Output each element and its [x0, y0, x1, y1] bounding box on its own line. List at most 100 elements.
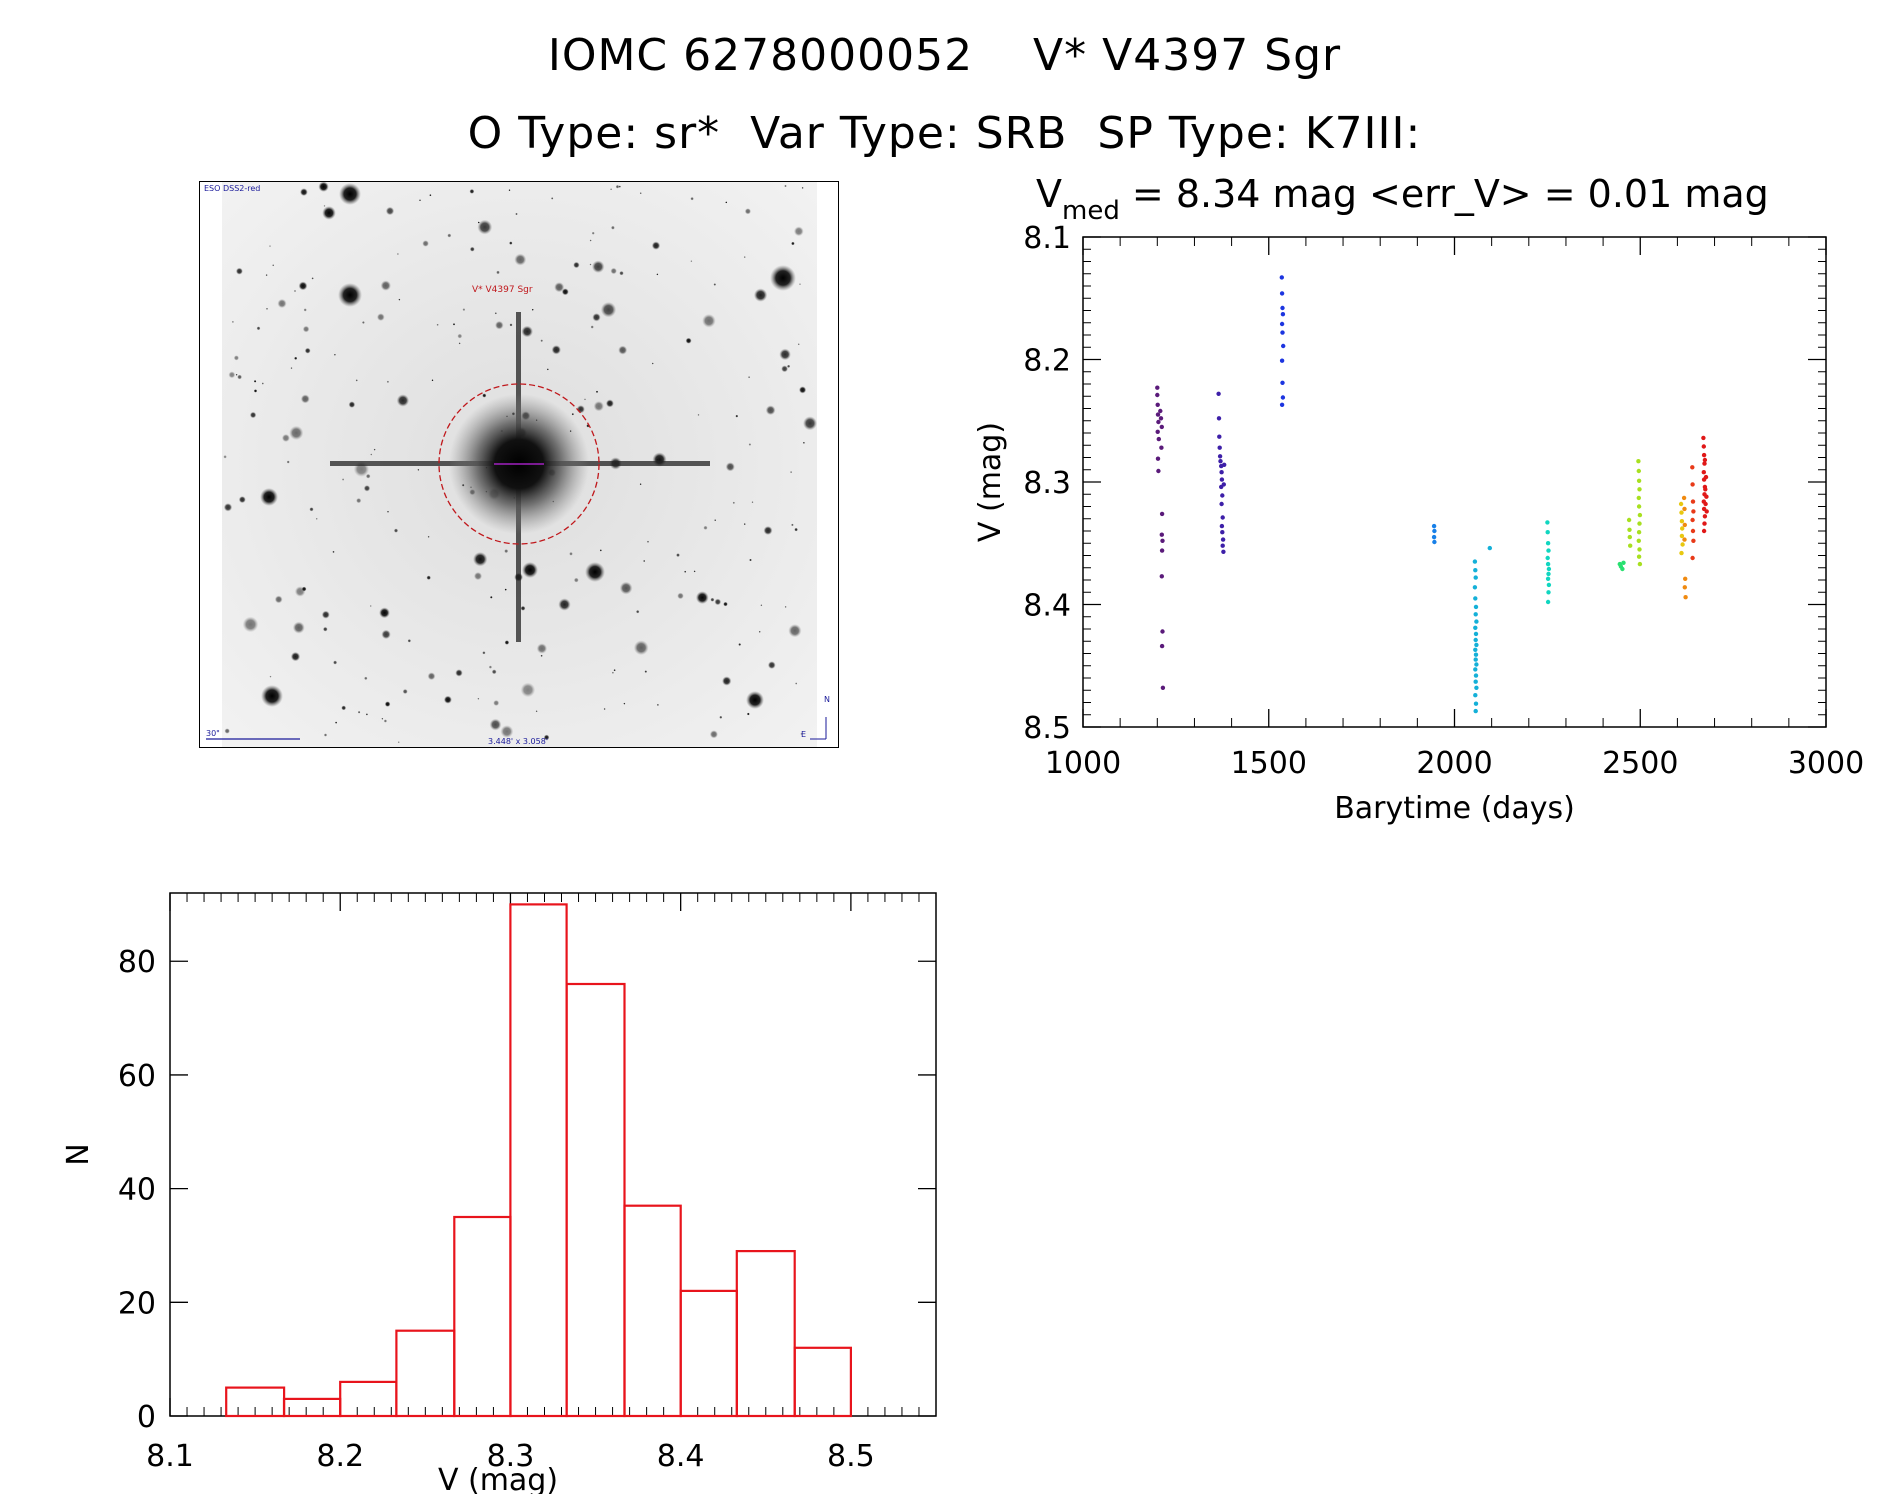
field-star	[697, 413, 700, 416]
field-star	[591, 260, 605, 273]
scale-label: 30"	[206, 729, 220, 738]
fov-label: 3.448' x 3.058'	[488, 737, 548, 746]
lightcurve-point	[1280, 305, 1285, 311]
field-star	[431, 379, 434, 382]
field-star	[364, 676, 368, 680]
field-star	[748, 376, 751, 379]
hist-x-tick-label: 8.1	[146, 1439, 194, 1474]
field-star	[561, 288, 569, 296]
field-star	[515, 212, 518, 216]
field-star	[639, 483, 642, 486]
field-star	[569, 552, 573, 556]
lightcurve-point	[1474, 619, 1479, 624]
lightcurve-point	[1637, 512, 1643, 518]
field-star	[322, 206, 336, 220]
lightcurve-point	[1545, 520, 1550, 525]
lightcurve-point	[1679, 550, 1684, 556]
stats-rest: = 8.34 mag <err_V> = 0.01 mag	[1120, 172, 1769, 216]
field-star	[749, 558, 752, 562]
field-star	[713, 283, 717, 286]
lightcurve-point	[1432, 528, 1437, 534]
field-star	[690, 197, 694, 201]
lightcurve-point	[1473, 673, 1479, 678]
lightcurve-point	[1159, 511, 1165, 517]
field-star	[636, 610, 640, 614]
lightcurve-point	[1701, 477, 1707, 482]
field-star	[495, 320, 504, 330]
field-star	[600, 302, 617, 318]
field-star	[318, 182, 329, 192]
field-star	[333, 660, 338, 665]
lightcurve-point	[1472, 559, 1478, 564]
lightcurve-point	[1628, 543, 1633, 548]
stats-prefix: V	[1036, 172, 1062, 216]
lightcurve-point	[1618, 564, 1624, 569]
lightcurve-point	[1155, 456, 1161, 461]
field-star	[323, 204, 326, 207]
lightcurve-point	[1702, 521, 1707, 526]
field-star	[714, 519, 717, 522]
lightcurve-point	[1627, 527, 1632, 532]
lightcurve-point	[1218, 459, 1223, 464]
field-star	[300, 394, 310, 404]
field-star	[613, 669, 616, 672]
histogram-bar	[339, 1380, 398, 1418]
field-star	[290, 651, 301, 662]
field-star	[436, 323, 439, 326]
lightcurve-point	[1683, 595, 1688, 600]
field-star	[743, 256, 746, 259]
lightcurve-xlabel: Barytime (days)	[1334, 791, 1575, 826]
field-star	[618, 185, 621, 188]
histogram-bar	[282, 1397, 342, 1418]
lightcurve-point	[1701, 435, 1706, 441]
lightcurve-point	[1220, 530, 1225, 535]
field-star	[651, 362, 654, 365]
field-star	[504, 549, 509, 554]
lightcurve-point	[1432, 539, 1437, 545]
lightcurve-point	[1431, 534, 1437, 540]
field-star	[802, 441, 805, 444]
field-star	[558, 598, 571, 611]
field-star	[398, 298, 401, 301]
field-star	[725, 462, 735, 472]
field-star	[676, 553, 680, 557]
field-star	[760, 604, 763, 607]
lightcurve-point	[1682, 506, 1687, 512]
bright-star	[260, 488, 278, 506]
lightcurve-point	[1637, 561, 1643, 567]
field-star	[611, 671, 614, 674]
field-star	[793, 226, 804, 237]
lightcurve-point	[1155, 392, 1160, 398]
field-star	[591, 231, 595, 235]
field-star	[684, 570, 687, 573]
field-star	[788, 624, 802, 638]
lightcurve-point	[1158, 416, 1164, 421]
field-star	[784, 605, 787, 608]
field-star	[725, 201, 728, 204]
lightcurve-point	[1217, 445, 1222, 450]
field-star	[473, 572, 483, 581]
field-star	[323, 733, 328, 737]
field-star	[462, 308, 466, 311]
field-star	[790, 471, 793, 474]
lightcurve-point	[1681, 495, 1687, 501]
x-tick-label: 1000	[1045, 746, 1121, 781]
field-star	[535, 710, 538, 713]
field-star	[457, 333, 463, 339]
field-star	[509, 241, 513, 245]
field-star	[799, 386, 807, 394]
lightcurve-point	[1473, 612, 1478, 617]
lightcurve-point	[1702, 484, 1708, 490]
lightcurve-point	[1702, 492, 1707, 497]
field-star	[801, 186, 804, 189]
field-star	[520, 605, 526, 611]
field-star	[429, 194, 432, 197]
lightcurve-point	[1280, 395, 1286, 400]
lightcurve-point	[1546, 571, 1551, 577]
field-star	[355, 379, 358, 382]
field-star	[362, 321, 365, 324]
field-star	[646, 540, 650, 543]
field-star	[272, 264, 275, 267]
lightcurve-point	[1703, 487, 1708, 492]
bright-star	[339, 183, 361, 205]
